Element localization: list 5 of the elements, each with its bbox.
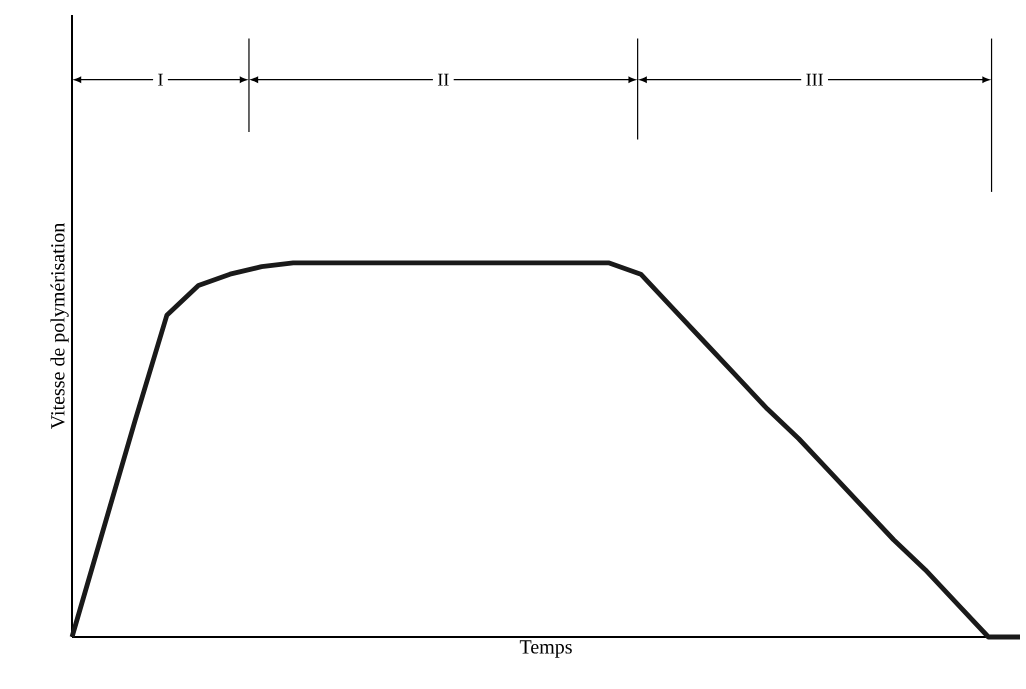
text: II	[437, 73, 449, 86]
text: I	[158, 73, 163, 86]
text: III	[806, 73, 823, 86]
y-axis-title: Vitesse de polymérisation	[50, 223, 69, 430]
x-axis-title: Temps	[519, 640, 572, 658]
